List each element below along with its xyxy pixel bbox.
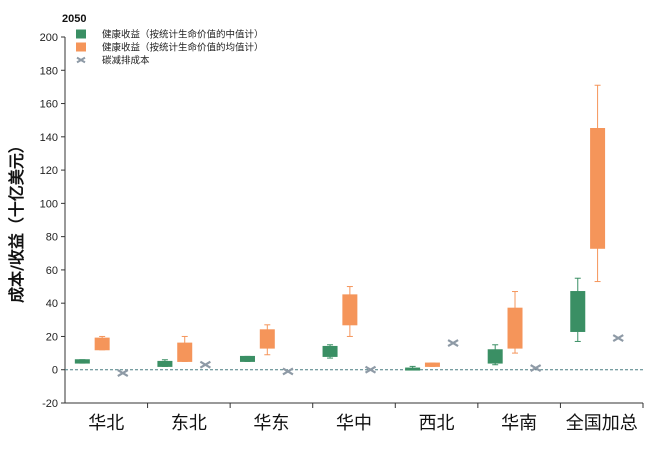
- box: [570, 291, 586, 332]
- median-vsl-box: [487, 344, 503, 366]
- x-tick-label: 东北: [171, 413, 207, 434]
- mean-vsl-box: [507, 291, 523, 354]
- y-tick-label: 20: [46, 331, 58, 343]
- x-tick-label: 西北: [419, 413, 455, 434]
- median-vsl-box: [405, 365, 421, 371]
- y-tick-label: 0: [52, 365, 58, 377]
- y-tick-label: 40: [46, 298, 58, 310]
- median-vsl-box: [570, 277, 586, 342]
- mean-vsl-box: [424, 362, 440, 367]
- box: [487, 349, 503, 364]
- box: [405, 367, 421, 371]
- carbon-cost-marker: [612, 334, 624, 343]
- carbon-cost-marker: [530, 364, 542, 373]
- box: [239, 355, 255, 362]
- chart-title: 2050: [62, 13, 86, 25]
- carbon-cost-marker: [364, 365, 377, 374]
- y-tick-label: 120: [40, 165, 58, 177]
- box: [342, 294, 358, 326]
- y-tick-label: 80: [46, 232, 58, 244]
- mean-vsl-box: [259, 324, 275, 356]
- x-tick-label: 全国加总: [566, 413, 638, 434]
- box: [177, 342, 193, 362]
- y-tick-label: 100: [40, 198, 58, 210]
- y-tick-label: 180: [40, 65, 58, 77]
- y-tick-label: 60: [46, 265, 58, 277]
- y-axis-label: 成本/收益（十亿美元）: [7, 137, 26, 303]
- legend-swatch: [76, 29, 86, 39]
- mean-vsl-box: [590, 84, 606, 283]
- legend-swatch: [76, 42, 86, 52]
- mean-vsl-box: [177, 335, 193, 362]
- chart-marks: [74, 84, 624, 377]
- box: [94, 337, 110, 351]
- box: [590, 128, 606, 249]
- box: [157, 360, 173, 367]
- median-vsl-box: [322, 344, 338, 359]
- y-tick-label: 140: [40, 132, 58, 144]
- legend-label: 健康收益（按统计生命价值的均值计）: [102, 42, 264, 54]
- median-vsl-box: [157, 359, 173, 367]
- x-tick-label: 华东: [253, 413, 289, 434]
- x-tick-label: 华北: [88, 413, 124, 434]
- legend-label: 健康收益（按统计生命价值的中值计）: [102, 29, 264, 41]
- legend-marker: [76, 56, 86, 64]
- carbon-cost-marker: [117, 369, 129, 377]
- median-vsl-box: [74, 359, 90, 364]
- box: [74, 359, 90, 364]
- mean-vsl-box: [342, 286, 358, 337]
- legend-label: 碳减排成本: [102, 55, 150, 67]
- y-tick-label: 160: [40, 99, 58, 111]
- y-tick-label: -20: [42, 398, 58, 410]
- x-tick-label: 华南: [501, 413, 537, 434]
- box: [424, 362, 440, 367]
- legend: 健康收益（按统计生命价值的中值计）健康收益（按统计生命价值的均值计）碳减排成本: [76, 29, 264, 67]
- x-tick-label: 华中: [336, 413, 372, 434]
- median-vsl-box: [239, 355, 255, 362]
- mean-vsl-box: [94, 335, 110, 351]
- box: [507, 307, 523, 349]
- carbon-cost-marker: [282, 367, 294, 376]
- y-tick-label: 200: [40, 32, 58, 44]
- box: [322, 345, 338, 357]
- box: [259, 329, 275, 349]
- carbon-cost-marker: [447, 339, 459, 348]
- carbon-cost-marker: [199, 360, 211, 369]
- axes: -20 0 20 40 60 80 100 120 140 160 180 200 华北 东北 华东 华中 西北…: [40, 32, 644, 434]
